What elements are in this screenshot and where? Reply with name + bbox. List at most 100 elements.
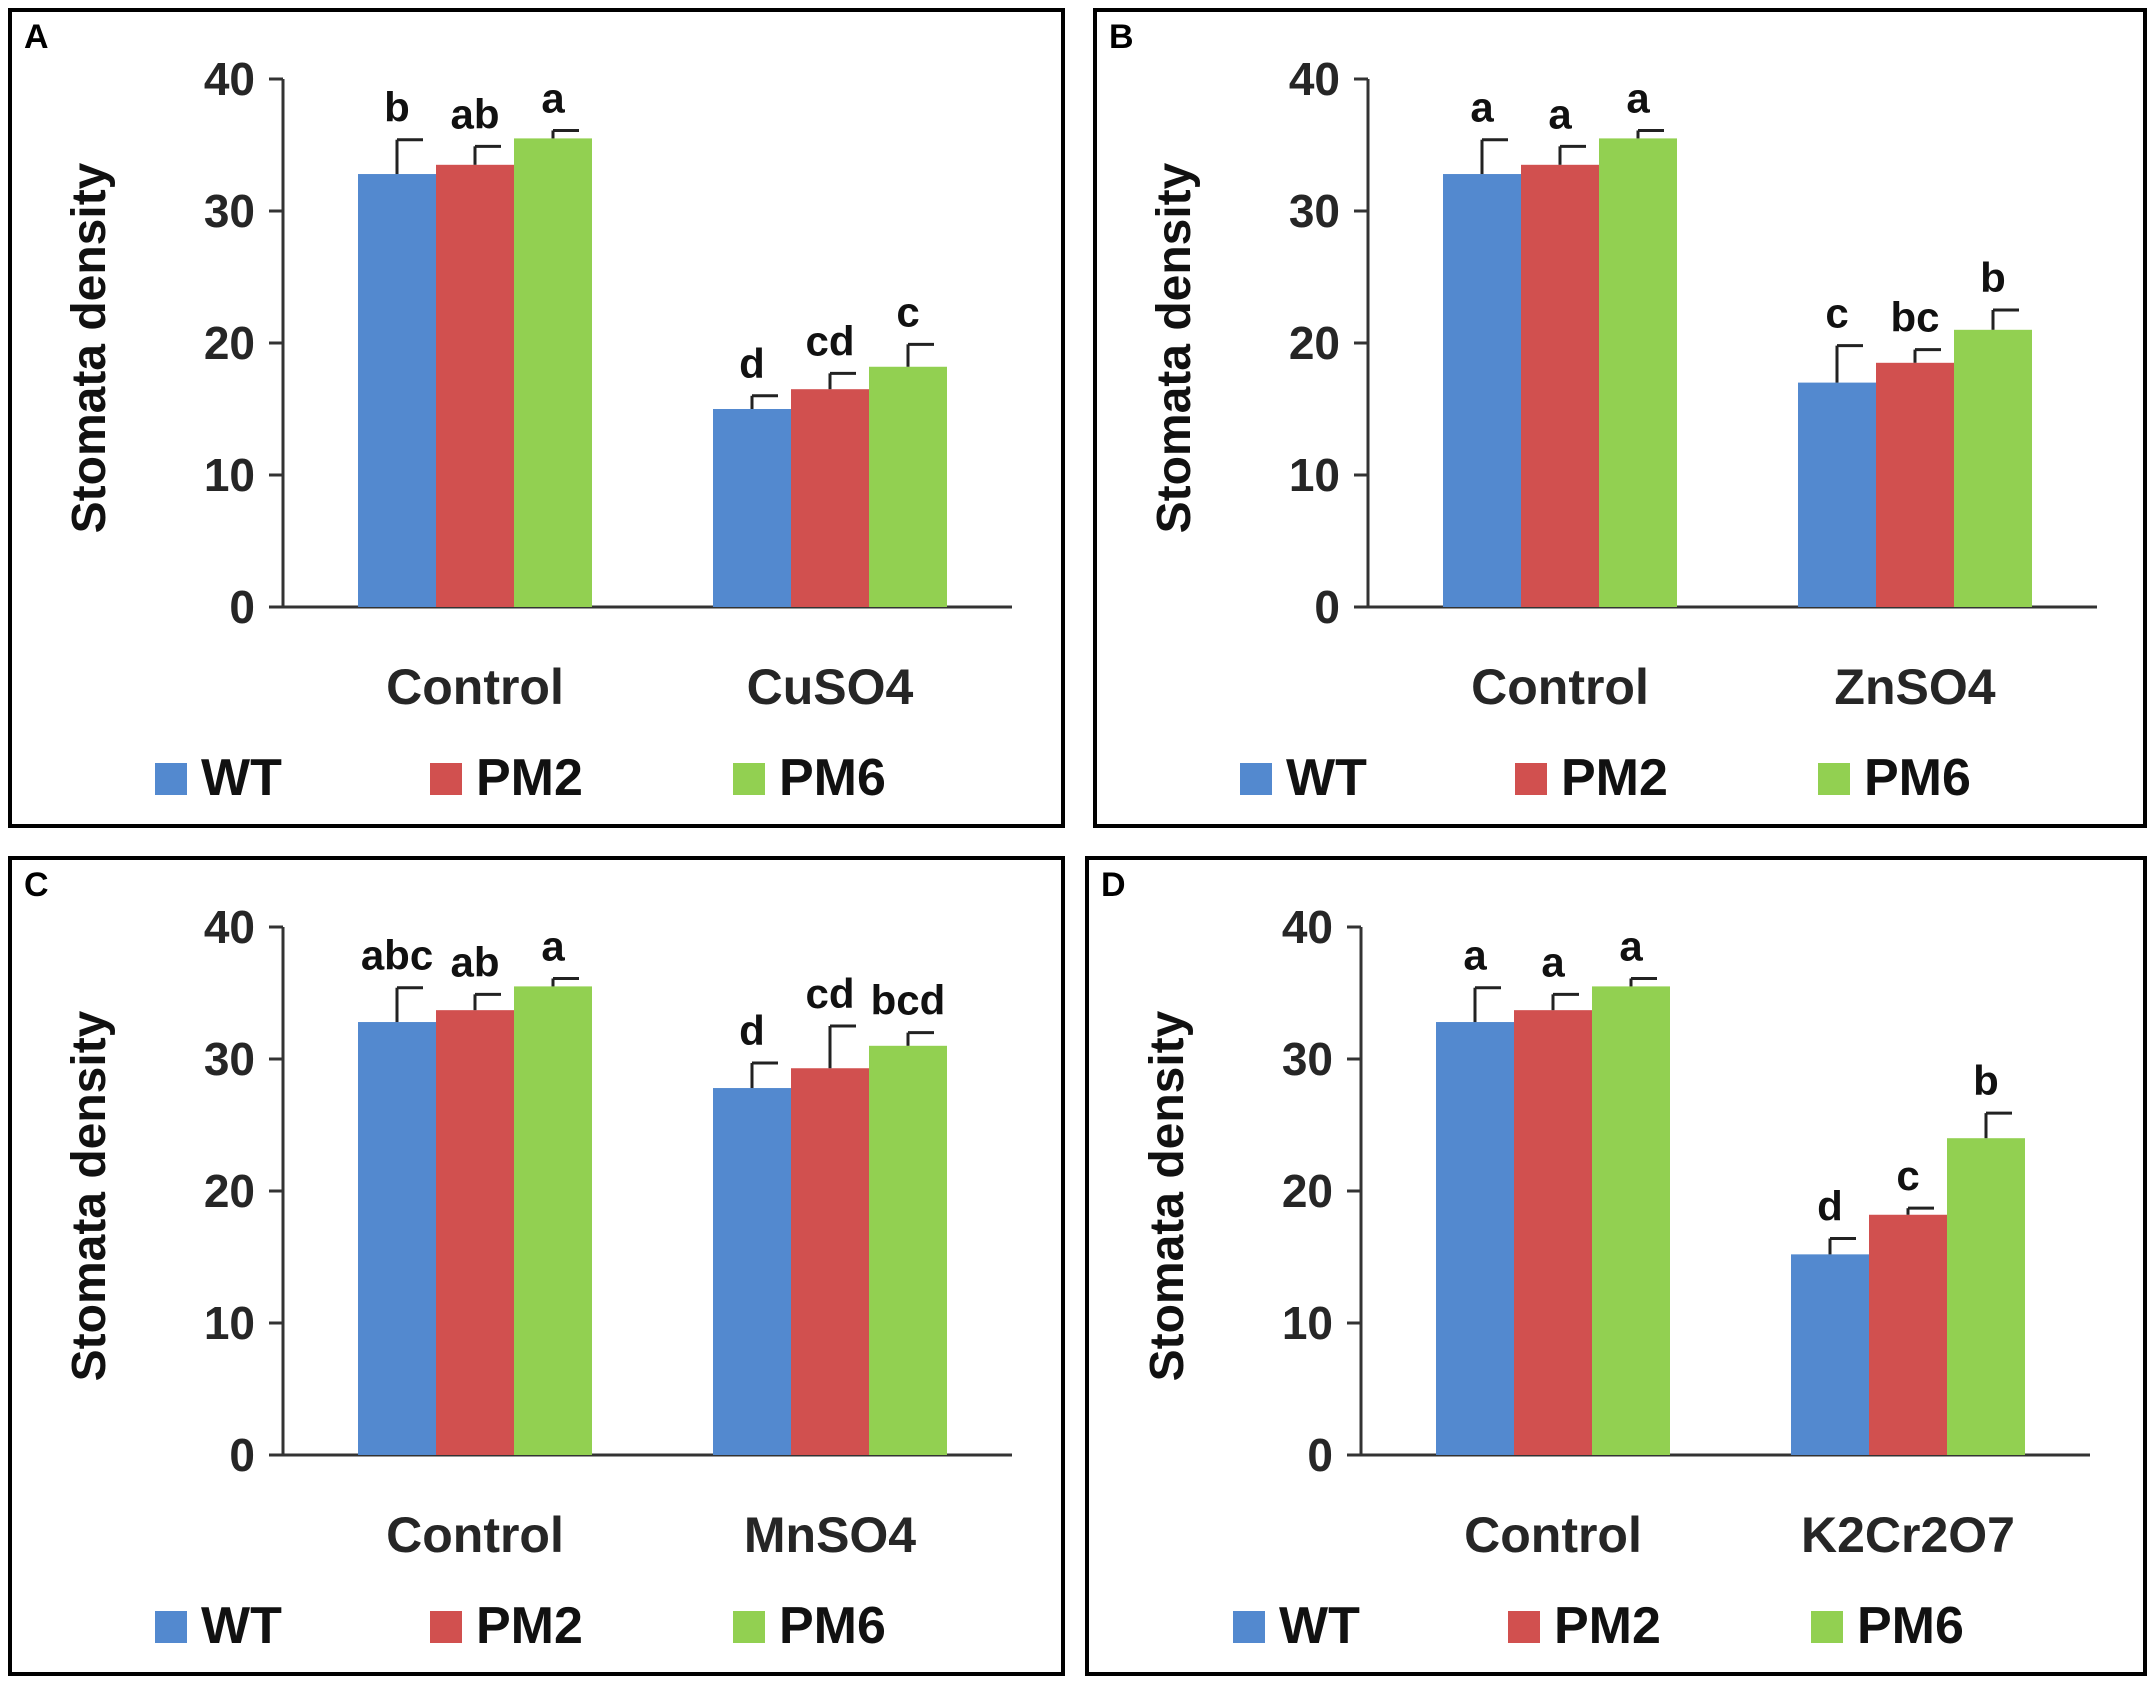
panel-b: B 0 10 20 30 40 Stomata density a a a Control c bcb Z… xyxy=(1093,8,2147,828)
significance-label: b xyxy=(1973,1057,1999,1104)
legend-swatch-wt xyxy=(155,1611,187,1643)
significance-label: b xyxy=(384,84,410,131)
legend-swatch-pm6 xyxy=(1811,1611,1843,1643)
significance-label: c xyxy=(1896,1152,1919,1199)
significance-label: cd xyxy=(805,970,854,1017)
significance-label: a xyxy=(1626,74,1650,121)
y-axis-title: Stomata density xyxy=(1141,1010,1194,1381)
panel-d: D 0 10 20 30 40 Stomata density a a a Control d c b K2… xyxy=(1085,856,2147,1676)
bar-pm6 xyxy=(1954,329,2032,607)
bar-pm2 xyxy=(436,1010,514,1455)
significance-label: d xyxy=(1817,1183,1843,1230)
bar-pm6 xyxy=(1599,138,1677,607)
x-category-label: ZnSO4 xyxy=(1834,659,1995,715)
significance-label: a xyxy=(541,922,565,969)
y-tick-label: 0 xyxy=(1307,1429,1333,1481)
legend-swatch-pm2 xyxy=(1508,1611,1540,1643)
legend-label-pm6: PM6 xyxy=(1857,1597,1964,1655)
bar-wt xyxy=(713,409,791,607)
y-tick-label: 40 xyxy=(1289,53,1340,105)
y-axis-title: Stomata density xyxy=(63,162,116,533)
significance-label: a xyxy=(1548,90,1572,137)
y-tick-label: 30 xyxy=(1289,185,1340,237)
bar-pm6 xyxy=(514,138,592,607)
bar-pm2 xyxy=(1869,1214,1947,1455)
bar-pm2 xyxy=(436,164,514,608)
significance-label: a xyxy=(541,74,565,121)
significance-label: abc xyxy=(361,932,433,979)
legend-label-wt: WT xyxy=(201,749,282,807)
significance-label: ab xyxy=(450,90,499,137)
y-tick-label: 30 xyxy=(1282,1033,1333,1085)
significance-label: b xyxy=(1980,254,2006,301)
bar-wt xyxy=(1443,174,1521,608)
significance-label: c xyxy=(896,288,919,335)
legend-swatch-wt xyxy=(1233,1611,1265,1643)
legend-label-wt: WT xyxy=(1279,1597,1360,1655)
y-tick-label: 20 xyxy=(204,317,255,369)
legend-label-wt: WT xyxy=(1286,749,1367,807)
legend-label-pm6: PM6 xyxy=(779,749,886,807)
legend-swatch-pm2 xyxy=(430,1611,462,1643)
significance-label: cd xyxy=(805,317,854,364)
x-category-label: Control xyxy=(386,659,564,715)
legend-swatch-pm6 xyxy=(733,1611,765,1643)
bar-pm2 xyxy=(791,1068,869,1455)
significance-label: ab xyxy=(450,938,499,985)
legend-label-pm2: PM2 xyxy=(476,1597,583,1655)
bar-wt xyxy=(1798,382,1876,607)
panel-letter: B xyxy=(1109,18,1134,56)
legend-swatch-wt xyxy=(1240,763,1272,795)
y-tick-label: 0 xyxy=(229,581,255,633)
x-category-label: Control xyxy=(386,1507,564,1563)
bar-pm2 xyxy=(1521,164,1599,608)
legend-swatch-pm2 xyxy=(1515,763,1547,795)
y-tick-label: 0 xyxy=(229,1429,255,1481)
bar-wt xyxy=(1436,1022,1514,1455)
significance-label: a xyxy=(1470,84,1494,131)
y-tick-label: 10 xyxy=(204,449,255,501)
legend-swatch-pm2 xyxy=(430,763,462,795)
significance-label: d xyxy=(739,340,765,387)
bar-wt xyxy=(713,1088,791,1455)
bar-pm6 xyxy=(869,1045,947,1455)
bar-pm2 xyxy=(791,389,869,607)
legend-swatch-wt xyxy=(155,763,187,795)
panel-c: C 0 10 20 30 40 Stomata density abc ab a Control dc… xyxy=(8,856,1065,1676)
legend-swatch-pm6 xyxy=(733,763,765,795)
significance-label: a xyxy=(1619,922,1643,969)
y-axis-title: Stomata density xyxy=(1148,162,1201,533)
legend-swatch-pm6 xyxy=(1818,763,1850,795)
y-tick-label: 20 xyxy=(204,1165,255,1217)
y-tick-label: 40 xyxy=(204,901,255,953)
y-axis-title: Stomata density xyxy=(63,1010,116,1381)
x-category-label: Control xyxy=(1464,1507,1642,1563)
x-category-label: K2Cr2O7 xyxy=(1801,1507,2015,1563)
y-tick-label: 40 xyxy=(1282,901,1333,953)
legend-label-pm2: PM2 xyxy=(476,749,583,807)
bar-pm2 xyxy=(1514,1010,1592,1455)
bar-pm6 xyxy=(1947,1138,2025,1455)
panel-a: A 0 10 20 30 40 Stomata density b ab a Control d cdc… xyxy=(8,8,1065,828)
y-tick-label: 20 xyxy=(1282,1165,1333,1217)
legend-label-wt: WT xyxy=(201,1597,282,1655)
bar-wt xyxy=(1791,1254,1869,1455)
bar-pm2 xyxy=(1876,362,1954,607)
bar-pm6 xyxy=(1592,986,1670,1455)
y-tick-label: 10 xyxy=(1289,449,1340,501)
significance-label: bc xyxy=(1890,294,1939,341)
legend-label-pm6: PM6 xyxy=(1864,749,1971,807)
y-tick-label: 0 xyxy=(1314,581,1340,633)
bar-wt xyxy=(358,1022,436,1455)
panel-letter: D xyxy=(1101,866,1126,904)
x-category-label: CuSO4 xyxy=(747,659,914,715)
bar-pm6 xyxy=(869,366,947,607)
y-tick-label: 40 xyxy=(204,53,255,105)
x-category-label: MnSO4 xyxy=(744,1507,916,1563)
bar-wt xyxy=(358,174,436,608)
y-tick-label: 30 xyxy=(204,185,255,237)
bar-pm6 xyxy=(514,986,592,1455)
y-tick-label: 30 xyxy=(204,1033,255,1085)
significance-label: c xyxy=(1825,290,1848,337)
